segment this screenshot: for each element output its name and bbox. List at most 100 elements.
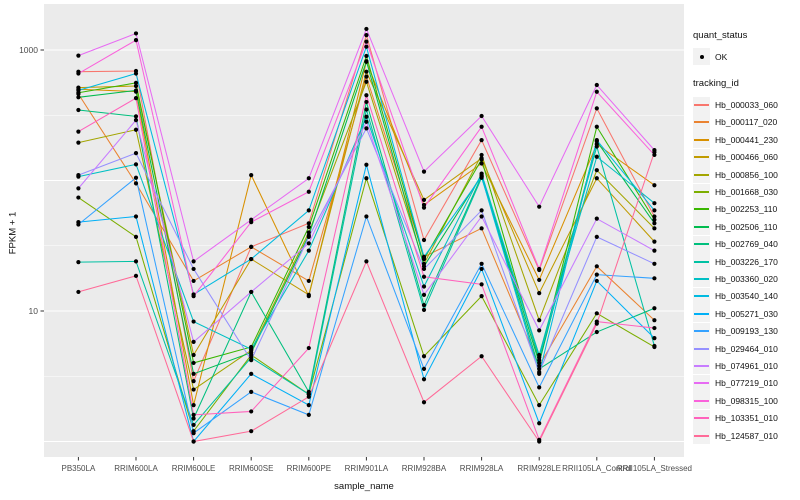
data-point xyxy=(537,403,542,408)
data-point xyxy=(249,371,254,376)
x-tick-label: RRIM600SE xyxy=(229,464,273,473)
legend-item-Hb_002253_110: Hb_002253_110 xyxy=(693,200,799,218)
legend-key-box xyxy=(693,409,710,427)
data-point xyxy=(133,31,139,36)
data-point xyxy=(306,224,311,230)
legend-key-line-icon xyxy=(694,347,709,350)
legend-item-label: Hb_003226_170 xyxy=(715,256,778,267)
data-point xyxy=(306,221,311,226)
data-point xyxy=(191,294,196,299)
data-point xyxy=(537,421,542,426)
data-point xyxy=(76,88,81,93)
legend-key-box xyxy=(693,270,710,288)
legend-key-box xyxy=(693,340,710,358)
data-point xyxy=(364,53,369,59)
legend-title-quant-status: quant_status xyxy=(693,30,748,41)
legend-item-quant-ok: OK xyxy=(693,48,799,66)
data-point xyxy=(479,282,484,287)
data-point xyxy=(191,412,196,417)
x-tick-label: RRIM928LA xyxy=(460,464,504,473)
data-point xyxy=(364,99,369,105)
data-point xyxy=(537,318,542,323)
data-point xyxy=(364,162,369,167)
data-point xyxy=(249,172,254,178)
data-point xyxy=(191,360,196,366)
legend-key-line-icon xyxy=(694,277,709,280)
data-point xyxy=(652,201,657,206)
data-point xyxy=(306,230,311,235)
data-point xyxy=(191,371,196,376)
data-point xyxy=(306,208,311,213)
legend-item-label: Hb_000466_060 xyxy=(715,152,778,163)
data-point xyxy=(133,214,139,219)
x-axis-title: sample_name xyxy=(334,481,394,492)
legend-item-Hb_005271_030: Hb_005271_030 xyxy=(693,305,799,323)
data-point xyxy=(652,239,657,244)
legend-item-Hb_001668_030: Hb_001668_030 xyxy=(693,183,799,201)
legend-item-Hb_000466_060: Hb_000466_060 xyxy=(693,148,799,166)
data-point xyxy=(364,126,369,131)
data-point xyxy=(364,74,369,79)
data-point xyxy=(191,278,196,284)
data-point xyxy=(537,291,542,296)
x-tick-label: RRIM600PE xyxy=(287,464,331,473)
legend-key-line-icon xyxy=(694,364,709,367)
data-point xyxy=(133,83,139,89)
data-point xyxy=(191,319,196,324)
data-point xyxy=(306,248,311,253)
data-point xyxy=(306,189,311,194)
data-point xyxy=(537,366,542,372)
black-point-icon xyxy=(699,54,704,59)
data-point xyxy=(594,321,599,326)
data-point xyxy=(133,234,139,239)
data-point xyxy=(594,278,599,284)
legend-key-line-icon xyxy=(694,312,709,315)
data-point xyxy=(652,208,657,213)
data-point xyxy=(133,181,139,186)
data-point xyxy=(652,343,657,349)
x-tick-label: RRIM600LA xyxy=(114,464,158,473)
data-point xyxy=(421,254,427,259)
data-point xyxy=(479,261,484,266)
data-point xyxy=(652,335,657,341)
data-point xyxy=(364,69,369,74)
data-point xyxy=(133,127,139,132)
data-point xyxy=(191,339,196,344)
y-axis-title: FPKM + 1 xyxy=(7,211,19,255)
data-point xyxy=(537,277,542,283)
data-point xyxy=(191,439,196,444)
legend-key-box xyxy=(693,392,710,410)
x-tick-label: RRIM600LE xyxy=(172,464,216,473)
data-point xyxy=(133,88,139,93)
data-point xyxy=(76,107,81,113)
x-tick-label: RRIM928LE xyxy=(517,464,561,473)
data-point xyxy=(306,394,311,399)
y-tick-label: 1000 xyxy=(19,45,38,55)
legend-item-label: Hb_002506_110 xyxy=(715,221,778,232)
data-point xyxy=(191,387,196,392)
legend-key-line-icon xyxy=(694,121,709,124)
data-point xyxy=(421,274,427,279)
legend-key-box xyxy=(693,287,710,305)
data-point xyxy=(364,39,369,44)
data-point xyxy=(191,422,196,428)
legend-item-label: Hb_009193_130 xyxy=(715,326,778,337)
data-point xyxy=(76,289,81,295)
x-tick-label: PB350LA xyxy=(61,464,95,473)
legend-item-label: Hb_000033_060 xyxy=(715,100,778,111)
legend-key-box xyxy=(693,357,710,375)
data-point xyxy=(594,154,599,159)
data-point xyxy=(306,412,311,417)
legend-item-Hb_002769_040: Hb_002769_040 xyxy=(693,235,799,253)
data-point xyxy=(249,350,254,355)
data-point xyxy=(421,307,427,312)
legend-item-label: Hb_002253_110 xyxy=(715,204,778,215)
data-point xyxy=(306,292,311,297)
legend-key-line-icon xyxy=(694,104,709,107)
data-point xyxy=(364,119,369,124)
legend-item-label: Hb_005271_030 xyxy=(715,308,778,319)
legend-item-label: Hb_077219_010 xyxy=(715,378,778,389)
data-point xyxy=(652,214,657,219)
data-point xyxy=(594,89,599,94)
data-point xyxy=(479,266,484,272)
